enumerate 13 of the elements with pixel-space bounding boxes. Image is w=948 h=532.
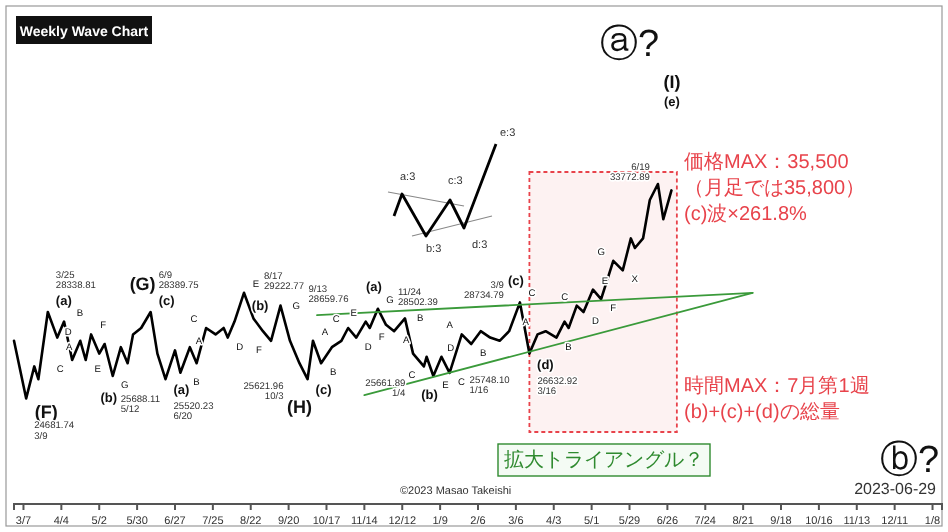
annotation: （月足では35,800） <box>684 178 866 200</box>
annotation: (F) <box>34 401 58 422</box>
annotation: 時間MAX：7月第1週 <box>684 374 870 398</box>
annotation: (G) <box>129 273 156 294</box>
text: ⓐ? <box>600 24 660 66</box>
text: 価格MAX：35,500 <box>684 150 850 174</box>
annotation: 拡大トライアングル？ <box>504 448 704 472</box>
annotation: 2023-06-29 <box>854 480 938 498</box>
annotation: ⓑ? <box>880 440 940 482</box>
annotation: (b)+(c)+(d)の総量 <box>684 400 840 424</box>
annotation: (H) <box>287 396 313 417</box>
annotation: (c)波×261.8% <box>684 202 808 226</box>
text: (I) <box>663 72 681 92</box>
